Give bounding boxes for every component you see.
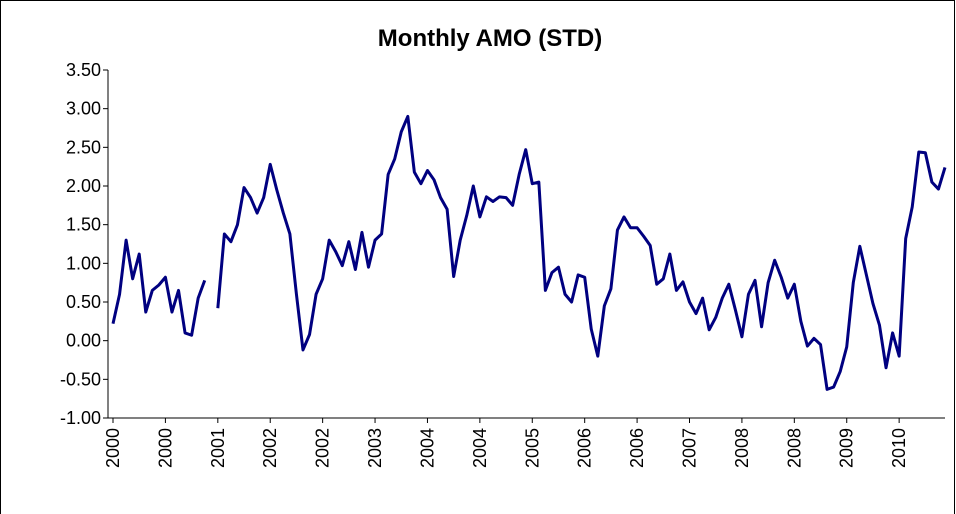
x-tick-label: 2009: [837, 428, 857, 468]
data-line: [111, 114, 947, 391]
y-tick-label: 0.00: [66, 331, 101, 351]
y-tick-label: 3.50: [66, 60, 101, 80]
y-tick-label: -1.00: [60, 408, 101, 428]
x-tick-label: 2005: [522, 428, 542, 468]
x-tick-label: 2008: [732, 428, 752, 468]
x-tick-label: 2006: [627, 428, 647, 468]
chart-title: Monthly AMO (STD): [378, 25, 602, 52]
y-tick-label: 1.50: [66, 215, 101, 235]
y-tick-label: 0.50: [66, 292, 101, 312]
y-tick-label: -0.50: [60, 369, 101, 389]
x-tick-label: 2007: [680, 428, 700, 468]
x-tick-label: 2000: [155, 428, 175, 468]
x-tick-label: 2010: [889, 428, 909, 468]
x-tick-label: 2002: [260, 428, 280, 468]
x-tick-label: 2006: [575, 428, 595, 468]
x-tick-label: 2001: [208, 428, 228, 468]
y-tick-label: 1.00: [66, 253, 101, 273]
x-tick-label: 2008: [784, 428, 804, 468]
x-tick-label: 2003: [365, 428, 385, 468]
y-tick-label: 3.00: [66, 99, 101, 119]
x-tick-label: 2004: [470, 428, 490, 468]
x-tick-label: 2002: [313, 428, 333, 468]
x-tick-label: 2004: [417, 428, 437, 468]
x-tick-label: 2000: [103, 428, 123, 468]
y-tick-label: 2.00: [66, 176, 101, 196]
y-tick-label: 2.50: [66, 137, 101, 157]
